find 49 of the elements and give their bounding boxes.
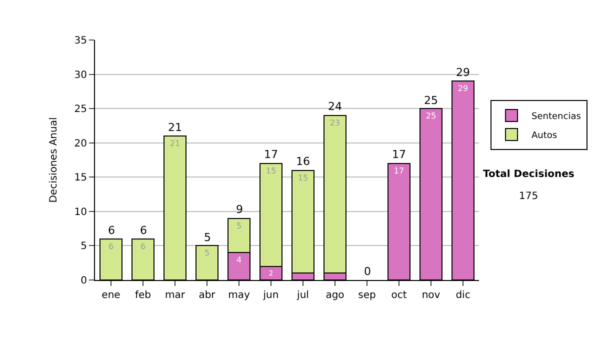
data-label: 15 — [298, 173, 308, 182]
y-tick-label: 25 — [74, 104, 87, 116]
total-label: 6 — [108, 224, 115, 237]
total-label: 21 — [168, 121, 182, 134]
y-tick-label: 35 — [74, 36, 87, 46]
y-tick-label: 0 — [80, 276, 87, 286]
x-tick-label: jul — [296, 290, 309, 301]
x-tick-label: mar — [165, 290, 186, 301]
y-axis-title: Decisiones Anual — [48, 117, 60, 203]
y-tick-label: 15 — [74, 172, 87, 184]
x-tick-label: abr — [198, 290, 216, 301]
data-label: 5 — [204, 248, 210, 258]
y-tick-label: 5 — [80, 241, 87, 252]
total-label: 29 — [456, 66, 470, 79]
data-label: 15 — [266, 166, 276, 176]
total-label: 5 — [204, 231, 211, 244]
total-label: 17 — [392, 148, 406, 161]
total-label: 9 — [236, 203, 243, 216]
x-tick-label: oct — [391, 290, 407, 301]
text: 0 — [364, 265, 371, 278]
data-label: 5 — [236, 221, 242, 230]
legend-label: Sentencias — [532, 112, 582, 122]
data-label: 25 — [426, 112, 436, 121]
x-tick-label: jun — [262, 290, 279, 301]
text: 175 — [519, 191, 538, 202]
y-tick-label: 10 — [74, 206, 87, 218]
data-label: 6 — [108, 242, 114, 251]
total-label: 6 — [140, 224, 147, 237]
x-tick-label: nov — [422, 290, 440, 301]
total-label: 16 — [296, 155, 310, 168]
data-label: 17 — [394, 166, 404, 176]
y-tick-label: 30 — [74, 70, 87, 81]
x-tick-label: may — [228, 290, 250, 301]
data-label: 21 — [170, 139, 180, 148]
x-tick-label: dic — [456, 290, 470, 301]
x-tick-label: sep — [358, 290, 376, 301]
total-label: 25 — [424, 94, 438, 107]
legend-label: Autos — [532, 131, 558, 142]
data-label: 29 — [458, 84, 468, 94]
x-tick-label: ene — [102, 290, 120, 301]
y-tick-label: 20 — [74, 138, 87, 150]
text: Total Decisiones — [483, 169, 574, 180]
x-tick-label: feb — [134, 290, 152, 301]
total-label: 17 — [264, 148, 278, 161]
x-tick-label: ago — [326, 290, 344, 301]
total-label: 24 — [328, 100, 342, 113]
data-label: 23 — [330, 118, 340, 128]
data-label: 4 — [236, 256, 242, 265]
data-label: 6 — [140, 242, 146, 251]
